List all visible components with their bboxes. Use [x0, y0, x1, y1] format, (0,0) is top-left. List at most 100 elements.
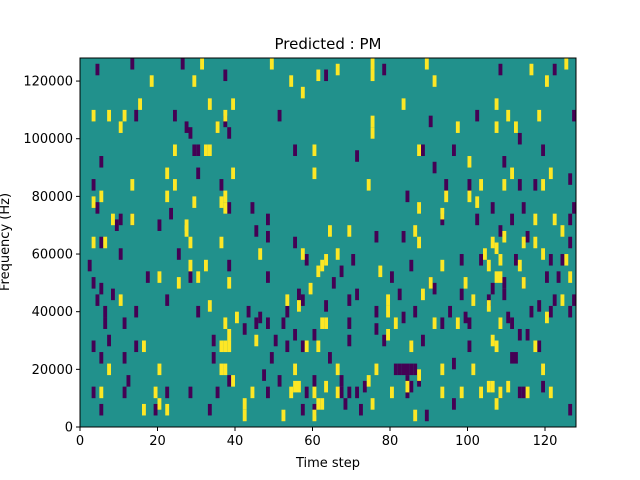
heatmap-cell-low — [490, 202, 495, 214]
heatmap-cell-high — [316, 398, 321, 410]
heatmap-cell-high — [122, 109, 127, 122]
heatmap-cell-high — [486, 300, 491, 312]
heatmap-cell-low — [401, 363, 406, 376]
heatmap-cell-high — [502, 230, 507, 243]
heatmap-cell-low — [390, 271, 394, 283]
heatmap-cell-low — [548, 254, 553, 266]
heatmap-cell-low — [165, 294, 170, 306]
heatmap-cell-low — [459, 288, 464, 301]
heatmap-cell-high — [440, 386, 445, 399]
heatmap-cell-low — [277, 109, 282, 122]
heatmap-cell-high — [165, 190, 170, 203]
heatmap-cell-low — [397, 288, 402, 301]
heatmap-cell-low — [355, 386, 360, 399]
heatmap-cell-high — [293, 363, 298, 376]
heatmap-cell-low — [409, 380, 414, 393]
heatmap-cell-high — [548, 167, 553, 180]
heatmap-cell-low — [440, 317, 445, 329]
heatmap-cell-low — [374, 230, 379, 243]
heatmap-cell-high — [91, 109, 96, 122]
heatmap-cell-low — [122, 317, 127, 329]
heatmap-cell-low — [196, 305, 201, 318]
heatmap-cell-low — [192, 144, 197, 157]
heatmap-cell-high — [91, 236, 96, 249]
heatmap-cell-high — [417, 202, 422, 214]
heatmap-cell-high — [455, 121, 460, 133]
heatmap-cell-low — [196, 144, 201, 157]
heatmap-cell-high — [188, 259, 193, 272]
x-axis: 0 20 40 60 80 100 120 — [76, 427, 557, 449]
heatmap-cell-low — [382, 334, 387, 347]
heatmap-cell-high — [118, 294, 123, 306]
heatmap-cell-low — [525, 230, 530, 243]
heatmap-cell-low — [409, 259, 414, 272]
y-tick-label: 100000 — [23, 132, 73, 147]
heatmap-cell-low — [510, 213, 515, 226]
heatmap-cell-high — [207, 98, 212, 110]
heatmap-cell-low — [250, 202, 255, 214]
heatmap-cell-high — [231, 167, 236, 180]
heatmap-cell-low — [99, 156, 104, 168]
heatmap-cell-low — [347, 317, 352, 329]
heatmap-cell-high — [223, 190, 228, 203]
heatmap-cell-low — [184, 121, 189, 133]
heatmap-cell-low — [421, 334, 425, 347]
heatmap-cell-high — [498, 271, 503, 283]
heatmap-cell-high — [324, 380, 329, 393]
heatmap-cell-low — [118, 213, 123, 226]
y-tick-label: 80000 — [32, 190, 73, 205]
heatmap-cell-high — [537, 109, 542, 122]
heatmap-cell-high — [312, 409, 317, 422]
heatmap-cell-high — [312, 144, 317, 157]
heatmap-cell-high — [560, 294, 565, 306]
heatmap-cell-low — [347, 334, 352, 347]
heatmap-cell-high — [142, 403, 146, 416]
heatmap-cell-high — [227, 277, 232, 289]
heatmap-cell-low — [324, 300, 329, 312]
heatmap-cell-low — [300, 294, 305, 306]
heatmap-cell-low — [300, 340, 305, 353]
heatmap-cell-low — [107, 334, 112, 347]
heatmap-cell-low — [87, 259, 92, 272]
heatmap-cell-low — [533, 179, 538, 191]
heatmap-cell-low — [293, 144, 298, 157]
y-axis-label: Frequency (Hz) — [0, 193, 13, 291]
heatmap-cell-low — [355, 150, 360, 162]
y-tick-label: 60000 — [32, 248, 73, 263]
heatmap-cell-low — [452, 398, 456, 410]
heatmap-cell-high — [494, 398, 499, 410]
heatmap-cell-low — [479, 254, 484, 266]
heatmap-cells-low — [87, 58, 577, 422]
heatmap-cell-low — [572, 294, 577, 306]
heatmap-cell-high — [281, 409, 286, 422]
heatmap-cell-high — [405, 380, 410, 393]
heatmap-cell-low — [300, 403, 305, 416]
heatmap-cell-low — [328, 352, 332, 364]
heatmap-cell-high — [440, 363, 445, 376]
heatmap-cell-high — [320, 317, 325, 329]
heatmap-cell-high — [413, 225, 418, 237]
heatmap-cell-low — [312, 375, 317, 387]
heatmap-cell-high — [490, 334, 495, 347]
heatmap-cell-high — [521, 277, 526, 289]
heatmap-cell-high — [378, 265, 383, 278]
heatmap-cell-high — [506, 380, 511, 393]
heatmap-cell-low — [548, 305, 553, 318]
heatmap-cell-low — [393, 363, 398, 376]
heatmap-cell-high — [533, 340, 538, 353]
heatmap-cell-low — [242, 323, 247, 335]
heatmap-cell-low — [413, 363, 418, 376]
heatmap-cell-low — [246, 305, 251, 318]
x-tick-label: 0 — [76, 434, 84, 449]
heatmap-cell-low — [517, 328, 522, 341]
heatmap-cell-high — [483, 248, 487, 260]
heatmap-cell-low — [417, 375, 422, 387]
heatmap-cell-high — [401, 98, 406, 110]
heatmap-cell-low — [510, 317, 515, 329]
heatmap-cell-high — [548, 386, 553, 399]
heatmap-cell-high — [428, 277, 433, 289]
heatmap-cell-low — [95, 63, 100, 76]
heatmap-cell-low — [428, 115, 433, 128]
heatmap-cell-high — [300, 248, 305, 260]
